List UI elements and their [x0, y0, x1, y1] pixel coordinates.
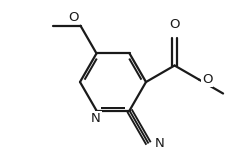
Text: O: O: [68, 11, 78, 24]
Text: O: O: [202, 73, 212, 86]
Text: N: N: [91, 112, 101, 125]
Text: O: O: [169, 18, 180, 30]
Text: N: N: [154, 137, 164, 150]
